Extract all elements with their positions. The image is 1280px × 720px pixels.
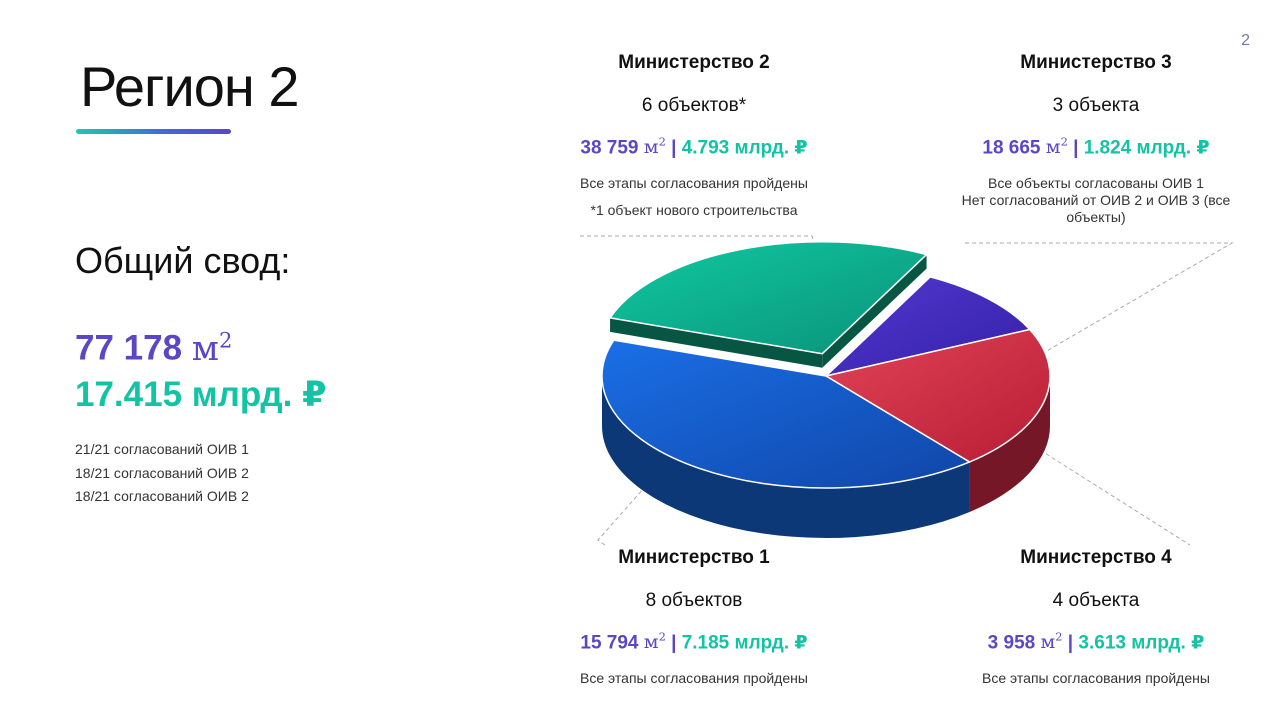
pie-slice-1 [601,339,971,489]
ministry-4-unit: м2 [1040,630,1063,654]
pie-slice-side-4 [969,376,1050,512]
ministry-4-area: 3 958 [987,632,1036,654]
ministry-4-sum: 3.613 млрд. ₽ [1078,632,1205,654]
ministry-2-area: 38 759 [580,137,639,159]
ministry-3-unit: м2 [1045,135,1068,159]
summary-area-value: 77 178 [75,328,183,368]
pie-slice-edge-2-0 [610,317,823,368]
ministry-3-sum: 1.824 млрд. ₽ [1083,137,1210,159]
ministry-3-note: Нет согласований от ОИВ 2 и ОИВ 3 (все [961,192,1231,209]
page-number: 2 [1241,32,1250,49]
ministry-1-block: Министерство 1 8 объектов 15 794 м2 | 7.… [524,547,864,687]
ministry-2-block: Министерство 2 6 объектов* 38 759 м2 | 4… [524,52,864,219]
ministry-3-count: 3 объекта [1052,95,1140,116]
ministry-2-note: Все этапы согласования пройдены [580,175,808,192]
ministry-3-name: Министерство 3 [1020,52,1172,73]
ministry-3-note: Все объекты согласованы ОИВ 1 [988,175,1204,192]
ministry-2-stats: 38 759 м2 | 4.793 млрд. ₽ [524,135,864,159]
ministry-4-count: 4 объекта [1052,590,1140,611]
ministry-4-separator: | [1067,632,1074,654]
leader-line-ministry-3 [965,242,1234,353]
ministry-1-separator: | [671,632,677,654]
ministry-1-area: 15 794 [580,632,639,654]
pie-chart [601,240,1051,538]
ministry-1-name: Министерство 1 [618,547,770,568]
pie-slice-side-1 [602,376,970,538]
ministry-1-sum: 7.185 млрд. ₽ [681,632,808,654]
ministry-3-stats: 18 665 м2 | 1.824 млрд. ₽ [926,135,1266,159]
ministry-4-stats: 3 958 м2 | 3.613 млрд. ₽ [926,630,1266,654]
leader-line-ministry-4 [1039,449,1191,546]
ministry-1-count: 8 объектов [645,590,743,611]
approval-item: 18/21 согласований ОИВ 2 [75,488,249,504]
pie-slice-edge-2-1 [822,254,927,368]
ministry-3-note: объекты) [1066,209,1126,226]
ministry-4-name: Министерство 4 [1020,547,1172,568]
pie-slice-3 [825,276,1031,377]
summary-area-unit: м2 [191,328,233,369]
ministry-1-stats: 15 794 м2 | 7.185 млрд. ₽ [524,630,864,654]
approval-item: 21/21 согласований ОИВ 1 [75,441,249,457]
ministry-1-note: Все этапы согласования пройдены [580,670,808,687]
leader-line-ministry-1 [597,469,661,546]
ministry-4-note: Все этапы согласования пройдены [982,670,1210,687]
pie-slice-2 [609,240,928,355]
ministry-2-count: 6 объектов* [641,95,747,116]
title-underline [76,129,231,134]
approvals-list: 21/21 согласований ОИВ 1 18/21 согласова… [75,438,249,509]
ministry-3-block: Министерство 3 3 объекта 18 665 м2 | 1.8… [926,52,1266,226]
page-title: Регион 2 [80,55,300,118]
ministry-2-name: Министерство 2 [618,52,770,73]
summary-heading: Общий свод: [75,240,291,281]
ministry-2-unit: м2 [643,135,666,159]
pie-slice-4 [825,328,1051,463]
approval-item: 18/21 согласований ОИВ 2 [75,464,249,481]
ministry-2-sum: 4.793 млрд. ₽ [681,137,808,159]
summary-sum: 17.415 млрд. ₽ [75,375,327,414]
ministry-1-unit: м2 [643,630,666,654]
ministry-2-note-footnote: *1 объект нового строительства [590,202,798,219]
ministry-3-area: 18 665 [982,137,1041,159]
summary-area: 77 178 м2 [75,328,232,369]
ministry-2-separator: | [671,137,677,159]
ministry-3-separator: | [1073,137,1079,159]
ministry-4-block: Министерство 4 4 объекта 3 958 м2 | 3.61… [926,547,1266,687]
